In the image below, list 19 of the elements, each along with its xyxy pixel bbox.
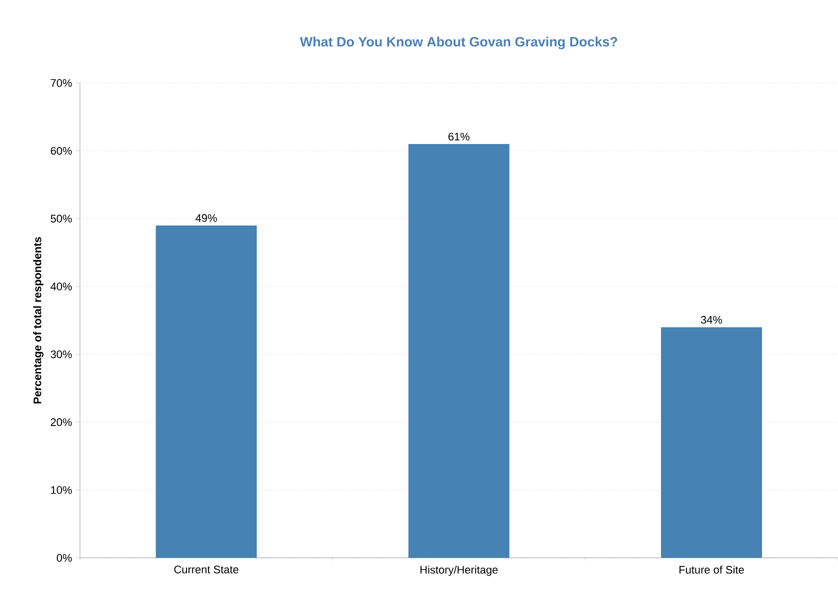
y-tick-label: 40% (50, 282, 72, 290)
data-label: 61% (448, 132, 470, 141)
y-tick-label: 10% (51, 486, 72, 494)
data-label: 34% (700, 316, 722, 324)
x-tick-label: Current State (174, 566, 238, 574)
data-label: 49% (196, 214, 217, 222)
chart-title: What Do You Know About Govan Graving Docks? (300, 36, 618, 50)
y-axis-title: Percentage of total respondents (33, 237, 44, 404)
y-tick-label: 60% (50, 147, 72, 155)
y-tick-label: 50% (50, 214, 72, 223)
x-tick-label: History/Heritage (420, 566, 498, 576)
bar (156, 226, 257, 558)
y-tick-label: 20% (50, 418, 72, 426)
x-tick-label: Future of Site (680, 566, 744, 574)
bar (661, 327, 762, 558)
y-tick-label: 30% (50, 350, 72, 358)
y-tick-label: 0% (56, 554, 72, 562)
y-tick-label: 70% (50, 79, 72, 87)
bar (408, 144, 510, 558)
